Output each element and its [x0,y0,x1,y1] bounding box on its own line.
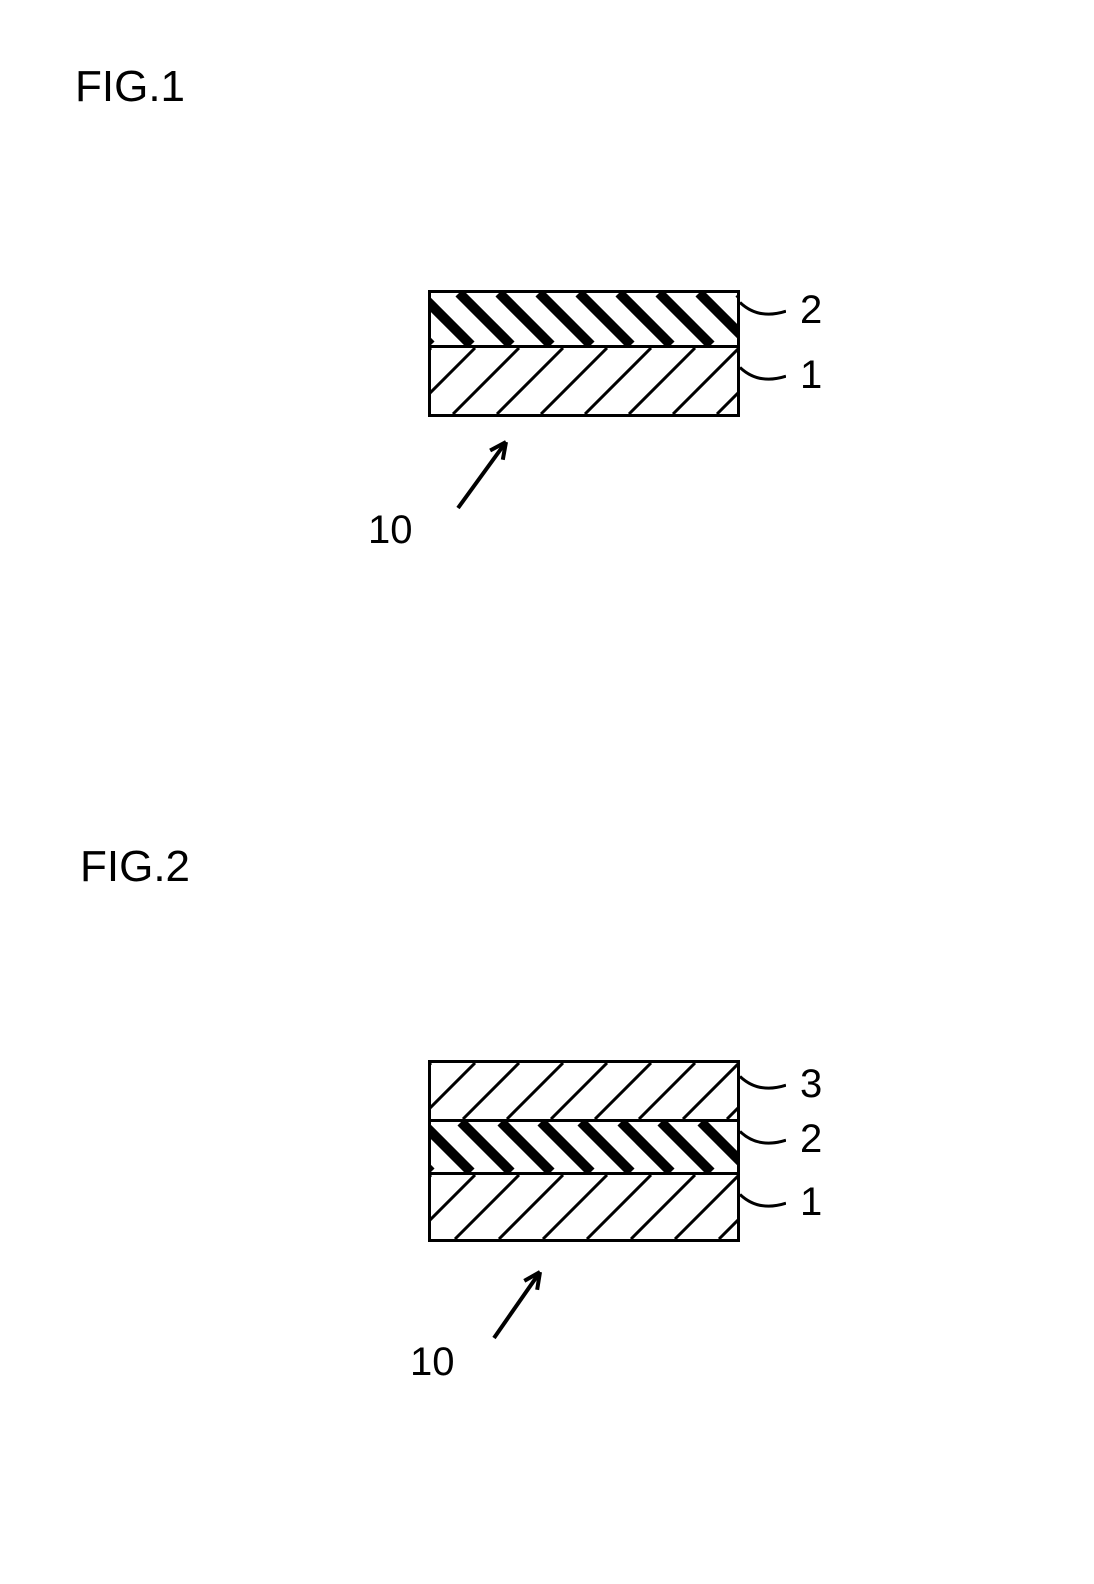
layer-2 [428,290,740,348]
layer-3 [428,1060,740,1122]
callout-label-2: 2 [800,288,822,333]
layer-1 [428,345,740,417]
callout-leader [740,1072,786,1099]
layer-2 [428,1119,740,1175]
callout-leader [740,298,786,325]
callout-leader [740,363,786,390]
callout-label-3: 3 [800,1062,822,1107]
callout-leader [740,1190,786,1217]
assembly-arrow [446,430,518,525]
callout-label-2: 2 [800,1117,822,1162]
layer-1 [428,1172,740,1242]
callout-label-1: 1 [800,1180,822,1225]
figure-label: FIG.2 [80,842,190,892]
assembly-label: 10 [410,1340,455,1385]
figure-label: FIG.1 [75,62,185,112]
assembly-arrow [482,1260,552,1355]
assembly-label: 10 [368,508,413,553]
callout-label-1: 1 [800,353,822,398]
callout-leader [740,1127,786,1154]
